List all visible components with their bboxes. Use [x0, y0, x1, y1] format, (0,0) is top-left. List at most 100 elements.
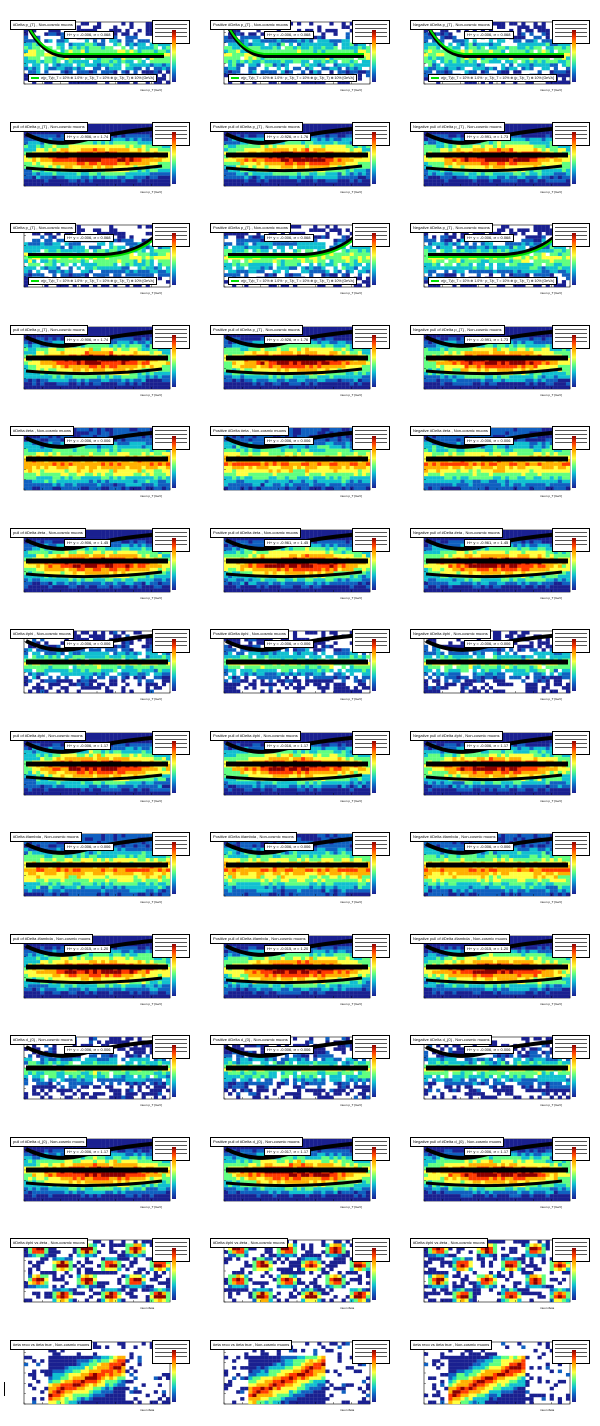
chart-title: #eta reco vs #eta true , Non-cosmic muon… — [210, 1340, 292, 1350]
color-scale-bar — [372, 1350, 376, 1402]
fit-result-label: H+ y = -0.906, σ = 1.45 — [64, 539, 111, 547]
chart-title: #Delta #phi vs #eta , Non-cosmic muons — [410, 1238, 488, 1248]
stats-box — [152, 1137, 190, 1161]
stats-box — [152, 1035, 190, 1059]
chart-title: Positive pull of #Delta #phi , Non-cosmi… — [210, 731, 301, 741]
resolution-legend-text: σ(p_T)/p_T = 10% ⊕ 1.0% · p_T/p_T = 10% … — [241, 279, 354, 283]
stats-box — [352, 528, 390, 552]
x-axis-label: muon p_T [GeV] — [540, 697, 562, 701]
stats-box — [152, 122, 190, 146]
color-scale-bar — [372, 1147, 376, 1199]
x-axis-label: muon p_T [GeV] — [140, 799, 162, 803]
chart-title: Negative #Delta #lambda , Non-cosmic muo… — [410, 832, 498, 842]
chart-title: Negative #Delta d_{0} , Non-cosmic muons — [410, 1035, 492, 1045]
fit-result-label: H+ y = -0.006, σ = 0.068 — [464, 31, 514, 39]
chart-panel: Positive pull of #Delta #lambda , Non-co… — [204, 922, 398, 1020]
x-axis-label: muon p_T [GeV] — [340, 88, 362, 92]
color-scale-bar — [372, 30, 376, 82]
chart-panel: Negative pull of #Delta #phi , Non-cosmi… — [404, 719, 598, 817]
color-scale-bar — [572, 944, 576, 996]
chart-panel: Negative pull of #Delta d_{0} , Non-cosm… — [404, 1125, 598, 1223]
chart-title: pull of #Delta #lambda , Non-cosmic muon… — [10, 934, 93, 944]
x-axis-label: muon p_T [GeV] — [140, 190, 162, 194]
color-scale-bar — [172, 1248, 176, 1300]
chart-title: Negative #Delta #phi , Non-cosmic muons — [410, 629, 491, 639]
color-scale-bar — [172, 538, 176, 590]
stats-box — [552, 426, 590, 450]
chart-panel: Positive pull of #Delta p_{T} , Non-cosm… — [204, 110, 398, 208]
x-axis-label: muon #eta — [340, 1306, 354, 1310]
chart-title: Positive pull of #Delta #eta , Non-cosmi… — [210, 528, 301, 538]
resolution-legend: σ(p_T)/p_T = 10% ⊕ 1.0% · p_T/p_T = 10% … — [28, 74, 157, 82]
stats-box — [152, 629, 190, 653]
chart-panel: Negative #Delta p_{T} , Non-cosmic muons… — [404, 211, 598, 309]
resolution-legend: σ(p_T)/p_T = 10% ⊕ 1.0% · p_T/p_T = 10% … — [428, 74, 557, 82]
fit-result-label: H+ y = -0.926, σ = 1.76 — [264, 133, 311, 141]
fit-result-label: H+ y = -0.015, σ = 1.20 — [464, 945, 511, 953]
resolution-legend-text: σ(p_T)/p_T = 10% ⊕ 1.0% · p_T/p_T = 10% … — [41, 279, 154, 283]
x-axis-label: muon p_T [GeV] — [540, 88, 562, 92]
color-scale-bar — [572, 842, 576, 894]
color-scale-bar — [572, 233, 576, 285]
x-axis-label: muon p_T [GeV] — [340, 1103, 362, 1107]
chart-title: #eta reco vs #eta true , Non-cosmic muon… — [410, 1340, 492, 1350]
chart-title: Negative pull of #Delta #eta , Non-cosmi… — [410, 528, 503, 538]
chart-panel: Positive pull of #Delta #phi , Non-cosmi… — [204, 719, 398, 817]
x-axis-label: muon p_T [GeV] — [340, 494, 362, 498]
x-axis-label: muon p_T [GeV] — [540, 1205, 562, 1209]
color-scale-bar — [372, 233, 376, 285]
fit-result-label: H+ y = -0.006, σ = 0.068 — [64, 31, 114, 39]
chart-title: pull of #Delta d_{0} , Non-cosmic muons — [10, 1137, 87, 1147]
x-axis-label: muon #eta — [540, 1408, 554, 1412]
chart-panel: #eta reco vs #eta true , Non-cosmic muon… — [4, 1328, 198, 1426]
stats-box — [552, 731, 590, 755]
chart-title: Negative pull of #Delta p_{T} , Non-cosm… — [410, 325, 505, 335]
chart-title: Positive #Delta #eta , Non-cosmic muons — [210, 426, 289, 436]
chart-title: Positive #Delta #phi , Non-cosmic muons — [210, 629, 289, 639]
color-scale-bar — [372, 132, 376, 184]
x-axis-label: muon p_T [GeV] — [140, 393, 162, 397]
color-scale-bar — [172, 132, 176, 184]
chart-panel: pull of #Delta #lambda , Non-cosmic muon… — [4, 922, 198, 1020]
color-scale-bar — [172, 944, 176, 996]
resolution-legend-text: σ(p_T)/p_T = 10% ⊕ 1.0% · p_T/p_T = 10% … — [441, 279, 554, 283]
fit-result-label: H+ y = -0.961, σ = 1.45 — [264, 539, 311, 547]
chart-panel: Positive pull of #Delta p_{T} , Non-cosm… — [204, 313, 398, 411]
fit-result-label: H+ y = -0.006, σ = 0.006 — [264, 1046, 314, 1054]
color-scale-bar — [372, 1045, 376, 1097]
chart-title: #Delta d_{0} , Non-cosmic muons — [10, 1035, 76, 1045]
stats-box — [352, 832, 390, 856]
stats-box — [152, 731, 190, 755]
color-scale-bar — [572, 1045, 576, 1097]
fit-result-label: H+ y = -0.006, σ = 0.006 — [464, 843, 514, 851]
fit-result-label: H+ y = -0.006, σ = 0.006 — [64, 843, 114, 851]
stats-box — [552, 1035, 590, 1059]
fit-result-label: H+ y = -0.991, σ = 1.73 — [464, 133, 511, 141]
color-scale-bar — [172, 233, 176, 285]
x-axis-label: muon p_T [GeV] — [140, 291, 162, 295]
fit-result-label: H+ y = -0.006, σ = 1.17 — [464, 1148, 511, 1156]
chart-panel: Positive #Delta p_{T} , Non-cosmic muons… — [204, 211, 398, 309]
x-axis-label: muon p_T [GeV] — [540, 596, 562, 600]
chart-title: Positive #Delta p_{T} , Non-cosmic muons — [210, 223, 291, 233]
x-axis-label: muon p_T [GeV] — [540, 190, 562, 194]
fit-result-label: H+ y = -0.006, σ = 1.17 — [464, 742, 511, 750]
x-axis-label: muon p_T [GeV] — [140, 900, 162, 904]
stats-box — [552, 20, 590, 44]
stats-box — [352, 1340, 390, 1364]
color-scale-bar — [372, 538, 376, 590]
fit-result-label: H+ y = -0.006, σ = 0.006 — [464, 437, 514, 445]
color-scale-bar — [172, 741, 176, 793]
chart-title: Positive #Delta p_{T} , Non-cosmic muons — [210, 20, 291, 30]
color-scale-bar — [172, 842, 176, 894]
stats-box — [152, 832, 190, 856]
x-axis-label: muon p_T [GeV] — [540, 799, 562, 803]
x-axis-label: muon p_T [GeV] — [340, 900, 362, 904]
chart-title: pull of #Delta p_{T} , Non-cosmic muons — [10, 325, 88, 335]
